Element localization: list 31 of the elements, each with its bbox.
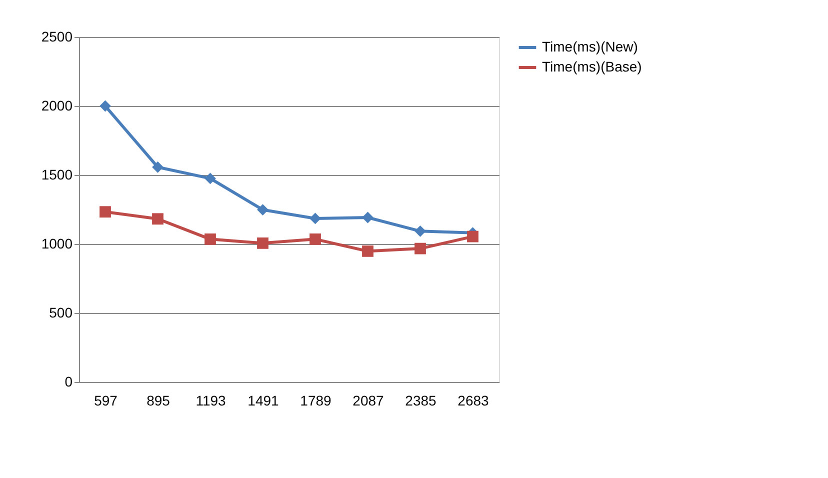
- point: [362, 212, 374, 224]
- point: [414, 225, 426, 237]
- point: [362, 245, 374, 257]
- point: [204, 233, 216, 245]
- point: [414, 242, 426, 254]
- x-tick-label: 895: [146, 392, 170, 408]
- y-tick-label: 1000: [41, 236, 73, 252]
- point: [257, 204, 268, 216]
- point: [100, 206, 111, 218]
- legend-label: Time(ms)(New): [542, 38, 638, 54]
- x-tick-label: 597: [94, 392, 118, 408]
- y-tick-label: 500: [49, 304, 73, 320]
- point: [310, 233, 321, 245]
- y-tick-label: 2000: [41, 98, 73, 114]
- y-tick-label: 1500: [41, 166, 73, 182]
- point: [152, 161, 164, 173]
- x-tick-label: 1491: [248, 392, 280, 408]
- x-tick-label: 1789: [300, 392, 332, 408]
- x-tick-label: 2087: [352, 392, 384, 408]
- x-tick-label: 2385: [405, 392, 437, 408]
- point: [100, 100, 111, 112]
- point: [152, 213, 164, 225]
- y-tick-label: 2500: [41, 28, 73, 44]
- x-tick-label: 2683: [458, 392, 490, 408]
- point: [257, 237, 268, 249]
- point: [467, 230, 478, 242]
- x-tick-label: 1193: [196, 392, 226, 408]
- legend-label: Time(ms)(Base): [542, 58, 642, 74]
- y-tick-label: 0: [64, 374, 73, 390]
- point: [204, 172, 216, 184]
- point: [310, 212, 321, 224]
